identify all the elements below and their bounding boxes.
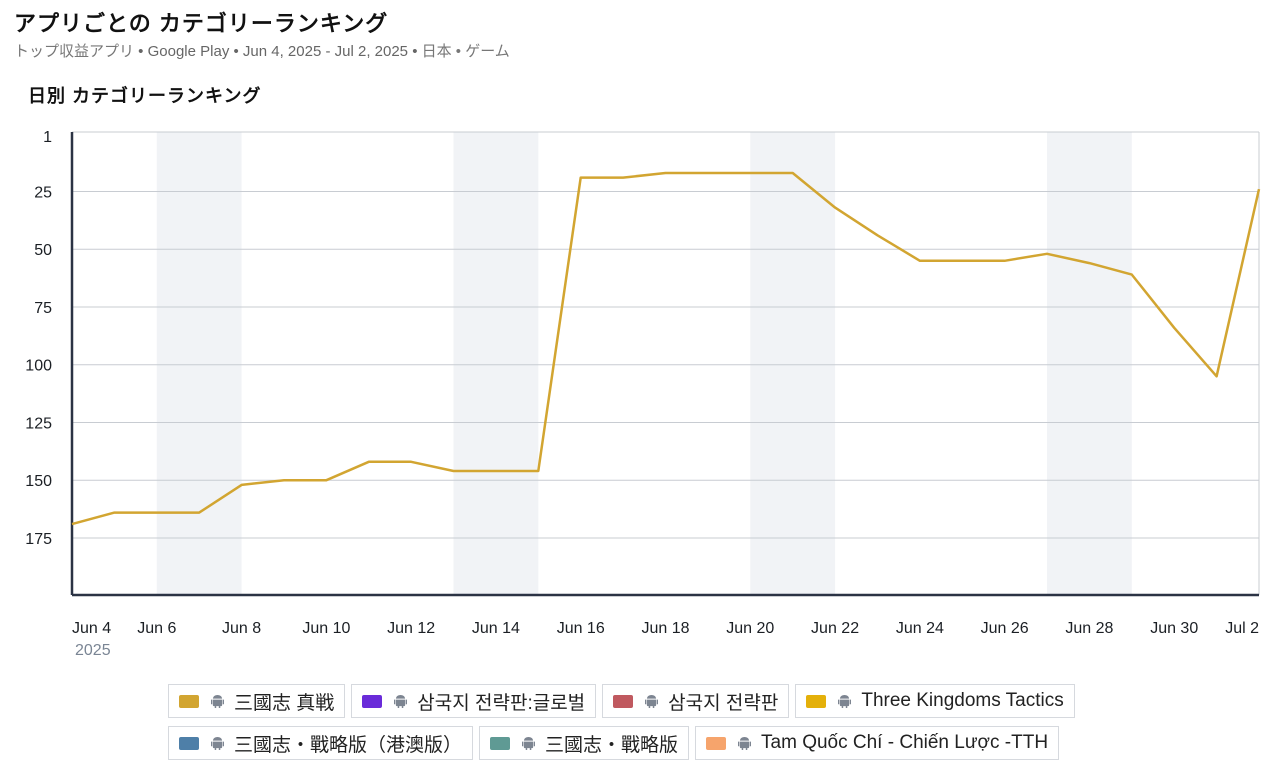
y-tick-label: 25 [34,184,52,201]
legend: 三國志 真戦 삼국지 전략판:글로벌 삼국지 전략판 Three Kingdom… [168,684,1168,768]
x-tick-label: Jun 10 [302,620,350,637]
legend-swatch [490,736,511,750]
x-tick-label: Jul 2 [1225,620,1259,637]
legend-item-7[interactable]: Tam Quốc Chí - Chiến Lược -TTH [695,726,1060,760]
legend-swatch [179,736,199,750]
legend-row-1: 三國志 真戦 삼국지 전략판:글로벌 삼국지 전략판 Three Kingdom… [168,684,1168,718]
legend-item-5[interactable]: 三國志・戰略版（港澳版） [168,726,474,760]
legend-item-3[interactable]: 삼국지 전략판 [602,684,790,718]
android-icon [838,694,852,708]
legend-swatch [179,694,199,708]
legend-label: 三國志 真戦 [234,692,335,714]
legend-item-2[interactable]: 삼국지 전략판:글로벌 [351,684,597,718]
x-tick-label: Jun 4 [72,620,111,637]
y-tick-label: 100 [25,358,52,375]
legend-item-4[interactable]: Three Kingdoms Tactics [795,684,1075,718]
x-tick-label: Jun 20 [726,620,774,637]
legend-label: 三國志・戰略版 [545,734,679,756]
y-tick-label: 175 [25,531,52,548]
legend-label: 三國志・戰略版（港澳版） [234,734,463,756]
android-icon [738,736,752,750]
legend-swatch [706,736,727,750]
x-tick-label: Jun 22 [811,620,859,637]
x-tick-label: Jun 12 [387,620,435,637]
legend-swatch [613,694,634,708]
legend-row-2: 三國志・戰略版（港澳版） 三國志・戰略版 Tam Quốc Chí - Chiế… [168,726,1168,760]
legend-swatch [362,694,383,708]
subtitle-country-genre: 日本 • ゲーム [421,43,510,60]
subtitle-store-dates: • Google Play • Jun 4, 2025 - Jul 2, 202… [134,43,422,60]
weekend-band [453,132,539,595]
x-tick-label: Jun 18 [641,620,689,637]
android-icon [645,694,659,708]
x-tick-label: Jun 24 [896,620,944,637]
legend-item-6[interactable]: 三國志・戰略版 [479,726,690,760]
x-tick-label: Jun 26 [981,620,1029,637]
series-line [71,171,1261,526]
y-tick-label: 150 [25,473,52,490]
android-icon [522,736,536,750]
x-tick-label: Jun 16 [557,620,605,637]
android-icon [394,694,408,708]
weekend-band [156,132,242,595]
legend-label: Tam Quốc Chí - Chiến Lược -TTH [761,732,1049,753]
android-icon [211,736,224,750]
x-tick-label: Jun 14 [472,620,520,637]
y-tick-label: 50 [34,242,52,259]
page-subtitle: トップ収益アプリ • Google Play • Jun 4, 2025 - J… [14,40,510,61]
chart-title: 日別 カテゴリーランキング [28,86,262,106]
x-tick-label: Jun 6 [137,620,176,637]
legend-label: 삼국지 전략판:글로벌 [417,692,586,714]
page-title: アプリごとの カテゴリーランキング [14,11,389,36]
weekend-band [1047,132,1132,595]
legend-swatch [806,694,827,708]
android-icon [211,694,224,708]
legend-label: 삼국지 전략판 [668,692,779,714]
legend-label: Three Kingdoms Tactics [861,690,1064,711]
x-tick-label: Jun 8 [222,620,261,637]
y-tick-label: 125 [25,415,52,432]
subtitle-category: トップ収益アプリ [14,43,135,60]
legend-item-1[interactable]: 三國志 真戦 [168,684,346,718]
x-year-label: 2025 [75,642,111,659]
x-tick-label: Jun 28 [1065,620,1113,637]
weekend-band [750,132,836,595]
x-tick-label: Jun 30 [1150,620,1198,637]
y-tick-label: 75 [34,300,52,317]
y-tick-label: 1 [43,129,52,146]
